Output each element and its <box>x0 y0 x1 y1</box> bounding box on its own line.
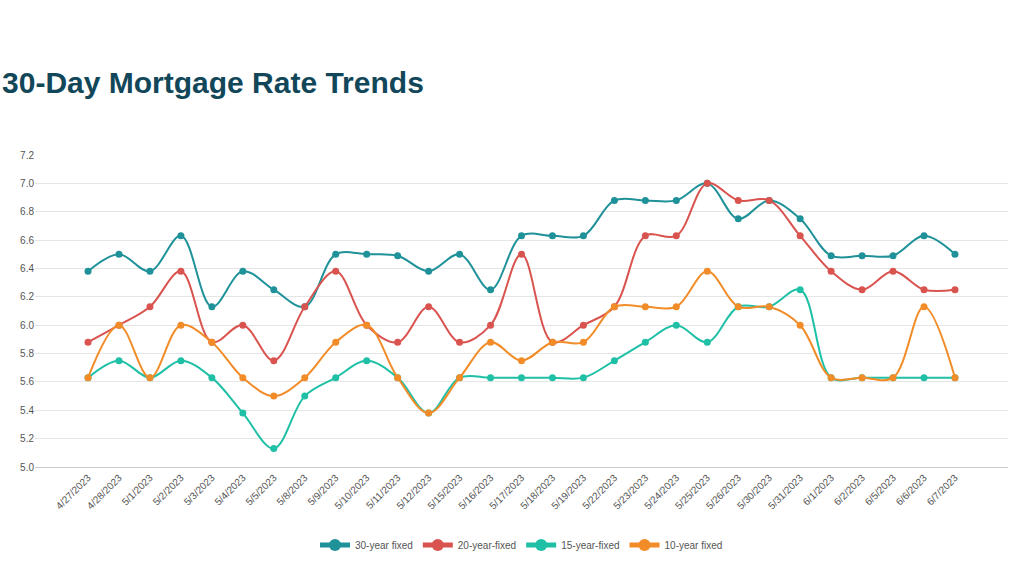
svg-text:7.2: 7.2 <box>20 150 34 161</box>
svg-text:6/5/2023: 6/5/2023 <box>863 472 899 508</box>
svg-text:5/22/2023: 5/22/2023 <box>580 472 620 512</box>
svg-text:4/27/2023: 4/27/2023 <box>54 472 94 512</box>
svg-text:5/2/2023: 5/2/2023 <box>151 472 187 508</box>
svg-text:20-year-fixed: 20-year-fixed <box>458 540 516 551</box>
svg-text:5/15/2023: 5/15/2023 <box>425 472 465 512</box>
svg-text:5.0: 5.0 <box>20 462 34 473</box>
svg-text:5/23/2023: 5/23/2023 <box>611 472 651 512</box>
svg-text:5/10/2023: 5/10/2023 <box>332 472 372 512</box>
svg-text:6.0: 6.0 <box>20 320 34 331</box>
svg-text:5/24/2023: 5/24/2023 <box>642 472 682 512</box>
svg-text:15-year-fixed: 15-year-fixed <box>561 540 619 551</box>
svg-text:6/7/2023: 6/7/2023 <box>925 472 961 508</box>
svg-text:5.2: 5.2 <box>20 433 34 444</box>
svg-text:10-year fixed: 10-year fixed <box>665 540 723 551</box>
svg-text:5/9/2023: 5/9/2023 <box>305 472 341 508</box>
svg-text:5/18/2023: 5/18/2023 <box>518 472 558 512</box>
svg-text:5.6: 5.6 <box>20 376 34 387</box>
svg-text:5.4: 5.4 <box>20 405 34 416</box>
svg-text:5/16/2023: 5/16/2023 <box>456 472 496 512</box>
svg-text:5/4/2023: 5/4/2023 <box>212 472 248 508</box>
svg-text:6/6/2023: 6/6/2023 <box>894 472 930 508</box>
svg-text:5/12/2023: 5/12/2023 <box>394 472 434 512</box>
svg-text:6/2/2023: 6/2/2023 <box>832 472 868 508</box>
svg-text:5/30/2023: 5/30/2023 <box>735 472 775 512</box>
svg-text:6.6: 6.6 <box>20 235 34 246</box>
svg-text:6.2: 6.2 <box>20 291 34 302</box>
svg-text:6/1/2023: 6/1/2023 <box>801 472 837 508</box>
svg-text:5/31/2023: 5/31/2023 <box>766 472 806 512</box>
svg-text:5/1/2023: 5/1/2023 <box>120 472 156 508</box>
svg-text:5/3/2023: 5/3/2023 <box>182 472 218 508</box>
svg-text:5/25/2023: 5/25/2023 <box>673 472 713 512</box>
svg-text:5/26/2023: 5/26/2023 <box>704 472 744 512</box>
svg-text:5/5/2023: 5/5/2023 <box>243 472 279 508</box>
svg-text:5/8/2023: 5/8/2023 <box>274 472 310 508</box>
svg-text:6.4: 6.4 <box>20 263 34 274</box>
svg-text:5/17/2023: 5/17/2023 <box>487 472 527 512</box>
svg-text:6.8: 6.8 <box>20 206 34 217</box>
svg-text:5/11/2023: 5/11/2023 <box>364 472 403 511</box>
svg-text:7.0: 7.0 <box>20 178 34 189</box>
svg-text:30-Day Mortgage Rate Trends: 30-Day Mortgage Rate Trends <box>2 66 424 99</box>
svg-text:5/19/2023: 5/19/2023 <box>549 472 589 512</box>
svg-text:30-year fixed: 30-year fixed <box>355 540 413 551</box>
svg-text:5.8: 5.8 <box>20 348 34 359</box>
svg-text:4/28/2023: 4/28/2023 <box>85 472 125 512</box>
